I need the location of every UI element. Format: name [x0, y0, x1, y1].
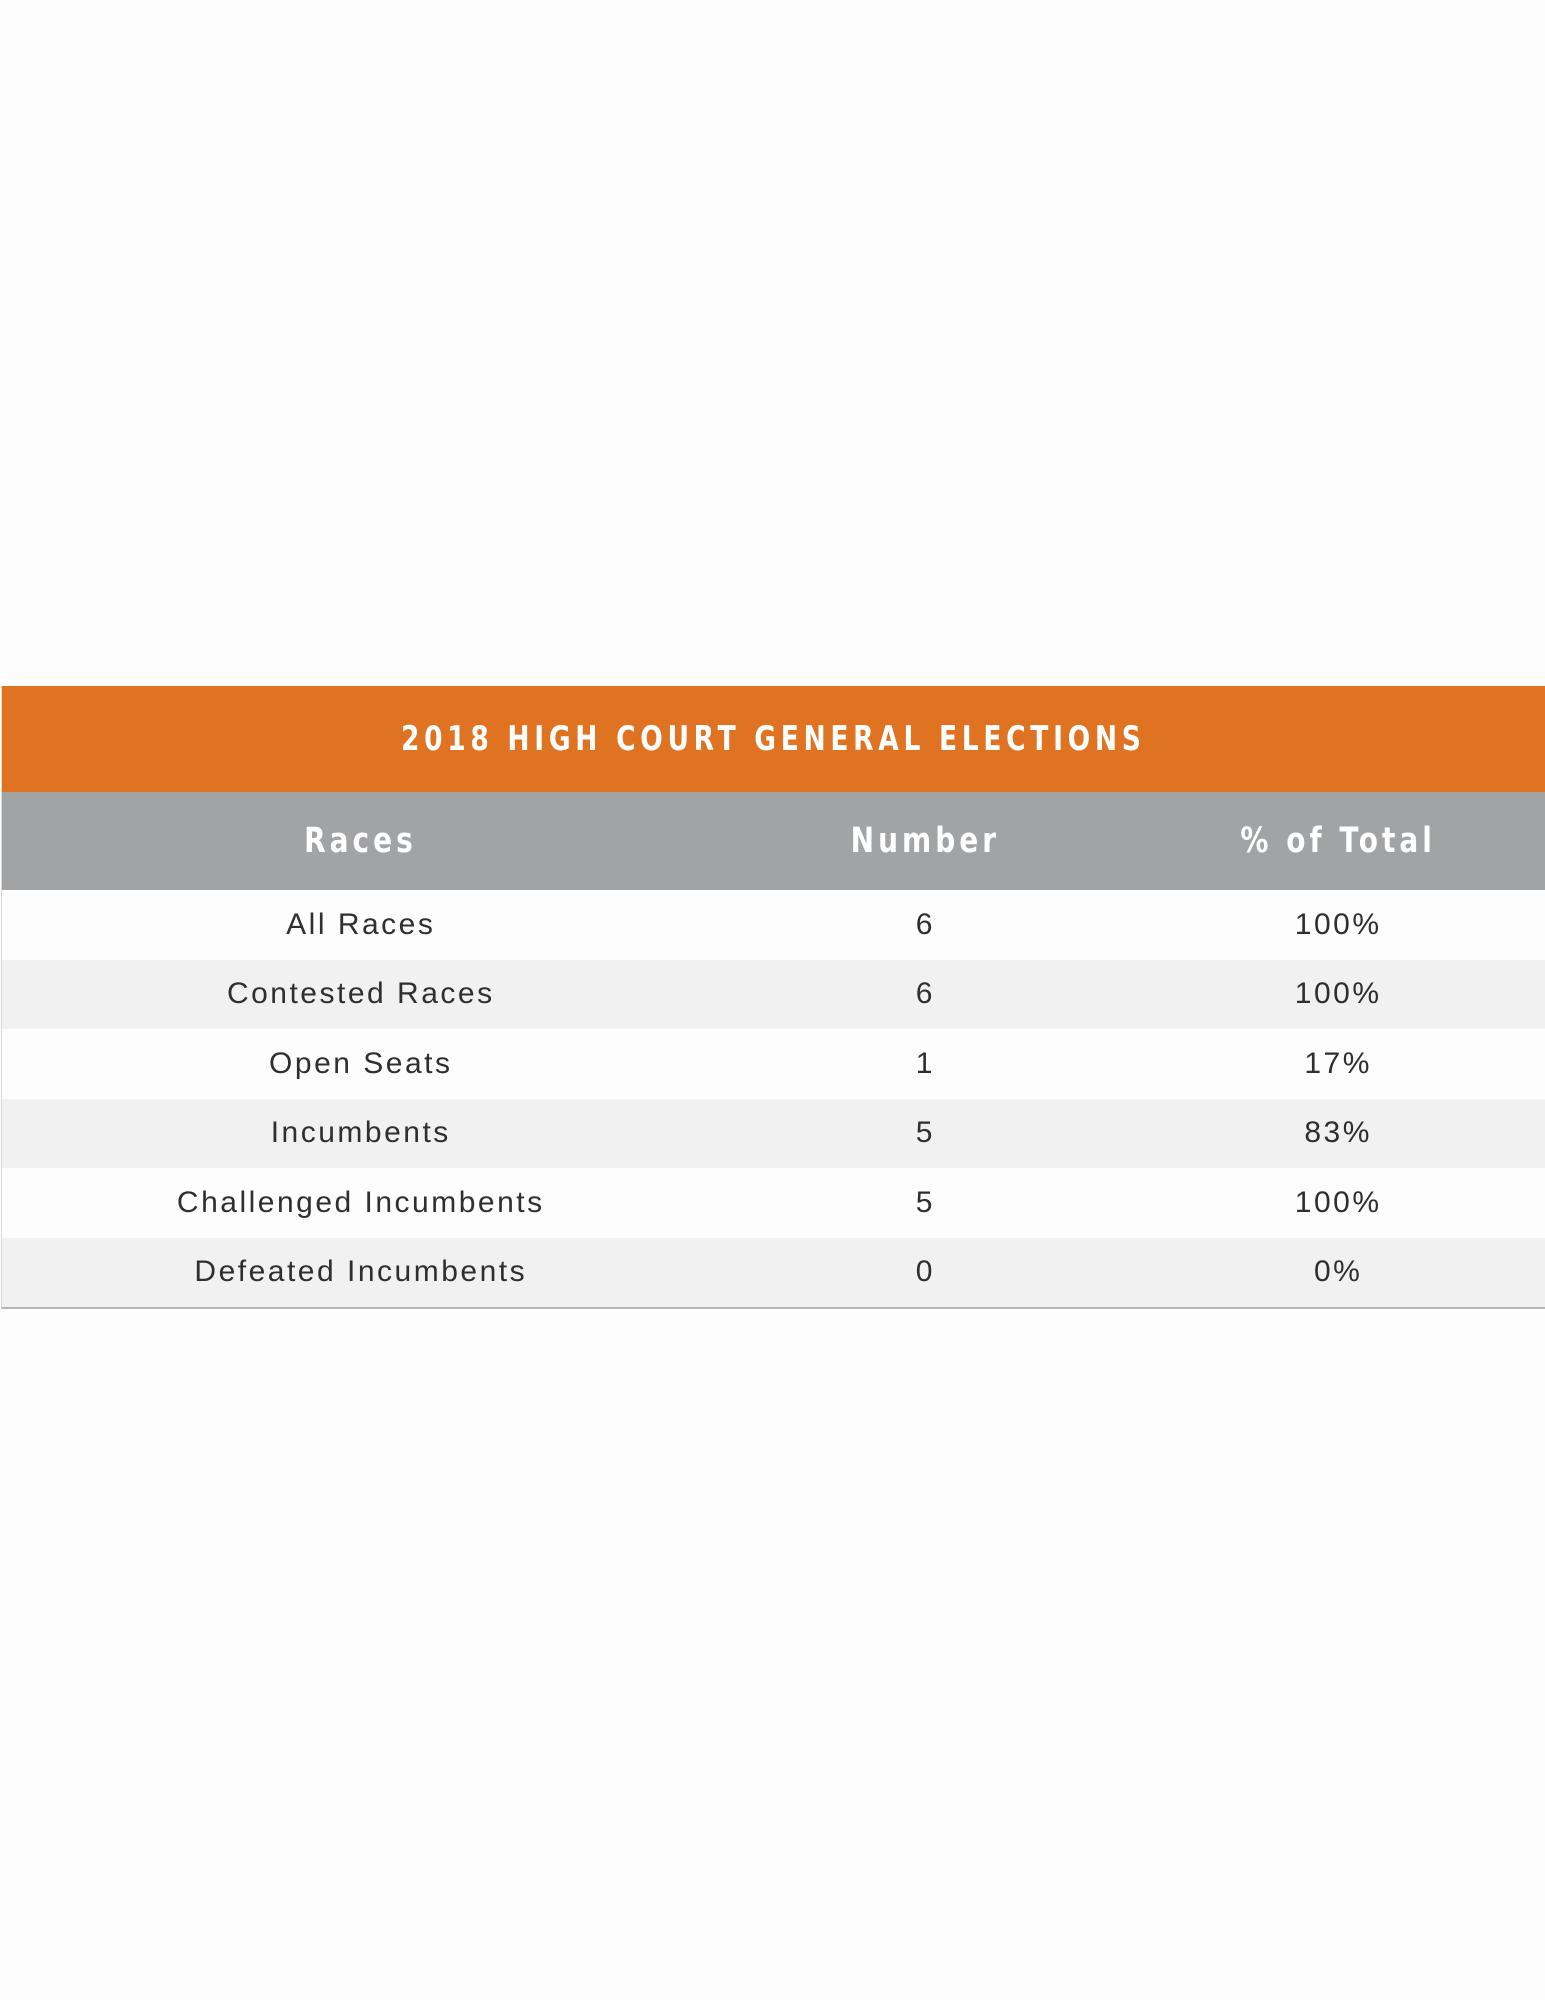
table-title: 2018 HIGH COURT GENERAL ELECTIONS: [401, 719, 1146, 759]
number-cell: 6: [915, 977, 935, 1011]
percent-cell: 83%: [1304, 1116, 1372, 1150]
table-row: Contested Races 6 100%: [2, 959, 1545, 1029]
table-header-row: Races Number % of Total: [2, 792, 1545, 890]
number-cell: 5: [915, 1116, 935, 1150]
race-cell: All Races: [286, 907, 436, 941]
race-cell: Contested Races: [226, 977, 495, 1011]
number-cell: 6: [915, 907, 935, 941]
race-cell: Incumbents: [270, 1116, 451, 1150]
number-cell: 5: [915, 1185, 935, 1219]
elections-table: 2018 HIGH COURT GENERAL ELECTIONS Races …: [1, 686, 1545, 1309]
column-header-number: Number: [850, 821, 1001, 861]
table-row: Challenged Incumbents 5 100%: [2, 1168, 1545, 1238]
percent-cell: 0%: [1313, 1255, 1363, 1289]
table-row: Open Seats 1 17%: [2, 1029, 1545, 1099]
percent-cell: 100%: [1294, 1185, 1382, 1219]
column-header-percent: % of Total: [1240, 821, 1436, 861]
percent-cell: 17%: [1304, 1046, 1372, 1080]
race-cell: Defeated Incumbents: [194, 1255, 528, 1289]
number-cell: 1: [915, 1046, 935, 1080]
column-header-races: Races: [304, 821, 418, 861]
percent-cell: 100%: [1294, 907, 1382, 941]
table-title-bar: 2018 HIGH COURT GENERAL ELECTIONS: [2, 686, 1545, 792]
table-row: All Races 6 100%: [2, 890, 1545, 960]
race-cell: Challenged Incumbents: [176, 1185, 545, 1219]
table-row: Defeated Incumbents 0 0%: [2, 1237, 1545, 1307]
number-cell: 0: [915, 1255, 935, 1289]
race-cell: Open Seats: [269, 1046, 453, 1080]
table-row: Incumbents 5 83%: [2, 1098, 1545, 1168]
percent-cell: 100%: [1294, 977, 1382, 1011]
